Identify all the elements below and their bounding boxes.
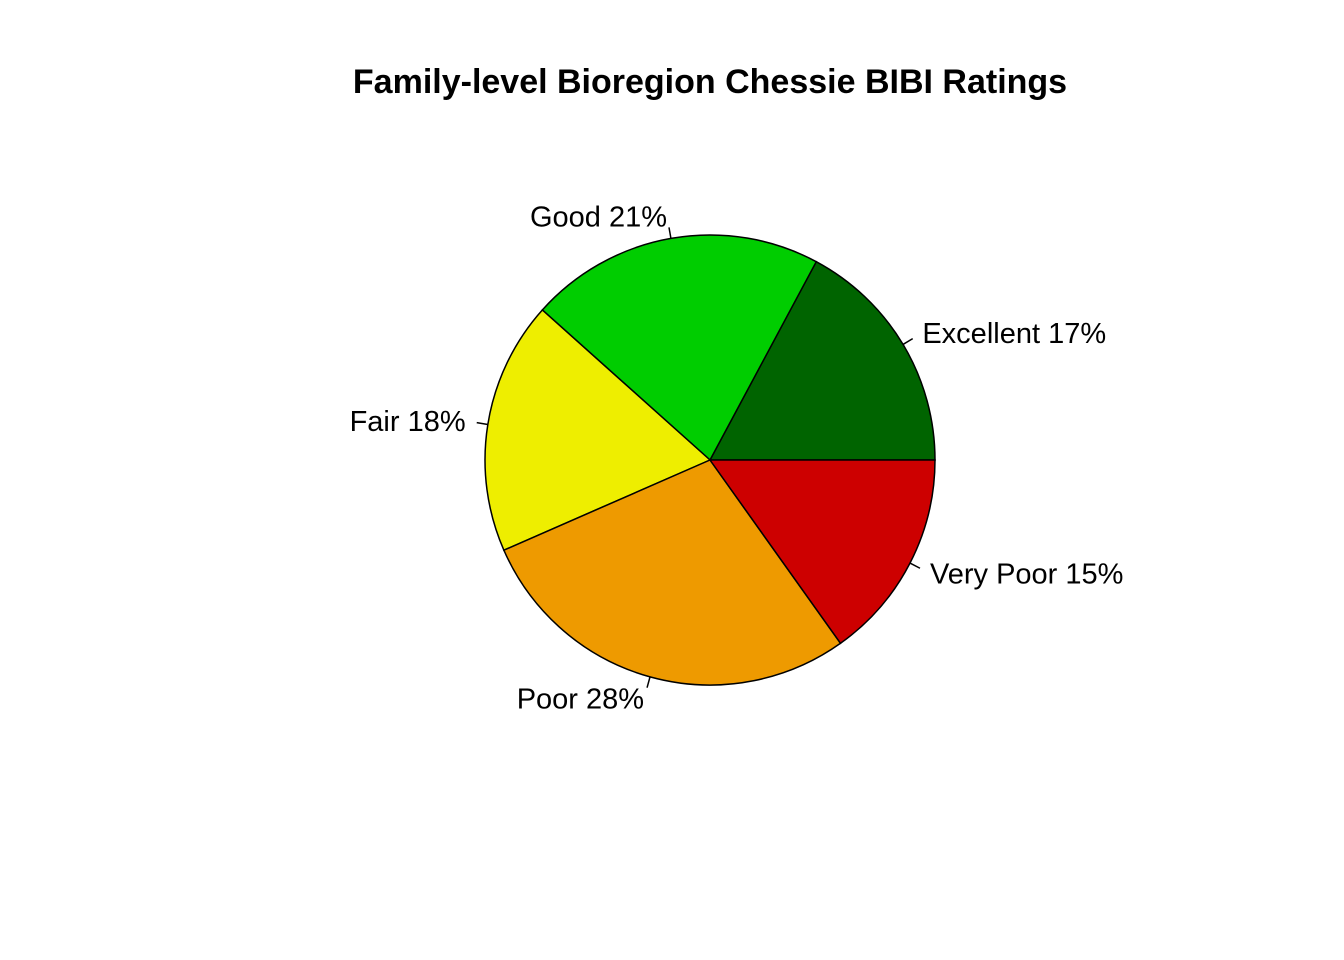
leader-line-good	[668, 227, 672, 239]
slice-label-excellent: Excellent 17%	[922, 318, 1106, 350]
slice-label-good: Good 21%	[530, 201, 667, 233]
leader-lines	[476, 227, 921, 688]
leader-line-fair	[476, 421, 488, 426]
chart-title: Family-level Bioregion Chessie BIBI Rati…	[353, 63, 1067, 101]
pie-slice-poor	[502, 459, 842, 686]
leader-line-poor	[646, 676, 651, 688]
pie-slice-excellent	[708, 260, 936, 461]
pie-slice-fair	[484, 308, 712, 552]
pie-slice-good	[541, 234, 818, 462]
leader-line-very-poor	[909, 562, 921, 569]
slice-label-poor: Poor 28%	[517, 684, 644, 716]
leader-line-excellent	[902, 337, 914, 346]
pie-slices	[484, 234, 936, 686]
pie-slice-very-poor	[708, 459, 936, 645]
slice-labels: Excellent 17% Good 21% Fair 18% Poor 28% Ver…	[350, 201, 1124, 715]
slice-label-fair: Fair 18%	[350, 406, 466, 438]
slice-label-very-poor: Very Poor 15%	[930, 558, 1123, 590]
